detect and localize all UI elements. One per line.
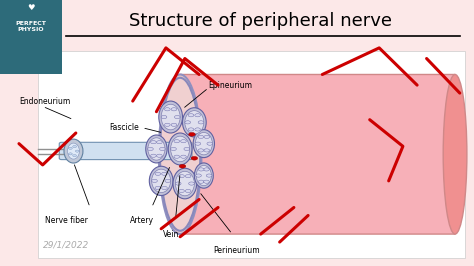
Circle shape <box>195 128 201 131</box>
Text: Artery: Artery <box>130 216 154 225</box>
Circle shape <box>179 189 184 193</box>
Ellipse shape <box>159 101 182 133</box>
Circle shape <box>174 155 180 158</box>
Circle shape <box>204 180 210 183</box>
Ellipse shape <box>168 133 192 165</box>
Ellipse shape <box>67 143 79 159</box>
Circle shape <box>69 147 73 149</box>
Text: ♥: ♥ <box>27 3 35 13</box>
Text: Fascicle: Fascicle <box>109 123 139 132</box>
Circle shape <box>191 156 198 160</box>
Circle shape <box>164 108 170 111</box>
Circle shape <box>198 149 204 152</box>
Circle shape <box>188 128 194 131</box>
Circle shape <box>155 172 161 175</box>
Text: 29/1/2022: 29/1/2022 <box>43 240 89 249</box>
Circle shape <box>174 140 180 143</box>
Ellipse shape <box>152 169 171 193</box>
Circle shape <box>175 182 181 185</box>
Circle shape <box>75 150 79 152</box>
Circle shape <box>179 174 184 178</box>
Circle shape <box>198 180 204 183</box>
Circle shape <box>189 132 195 136</box>
Circle shape <box>171 123 177 126</box>
Ellipse shape <box>173 168 197 199</box>
Circle shape <box>156 154 162 157</box>
Circle shape <box>151 141 156 144</box>
Text: Structure of peripheral nerve: Structure of peripheral nerve <box>129 12 392 30</box>
Text: Epineurium: Epineurium <box>209 81 253 90</box>
Ellipse shape <box>146 135 167 163</box>
Circle shape <box>73 146 76 148</box>
Circle shape <box>206 174 212 177</box>
Ellipse shape <box>196 165 211 186</box>
Circle shape <box>204 168 210 171</box>
Circle shape <box>196 174 201 177</box>
Circle shape <box>171 147 176 151</box>
Circle shape <box>164 123 170 126</box>
Circle shape <box>195 142 201 145</box>
Ellipse shape <box>193 130 214 157</box>
Circle shape <box>151 154 156 157</box>
Circle shape <box>185 174 191 178</box>
Circle shape <box>147 147 153 151</box>
FancyBboxPatch shape <box>59 142 192 160</box>
Text: Vein: Vein <box>163 230 179 239</box>
Ellipse shape <box>160 78 200 231</box>
Circle shape <box>162 172 167 175</box>
Circle shape <box>155 186 161 190</box>
Circle shape <box>198 121 204 124</box>
Ellipse shape <box>194 163 213 188</box>
Circle shape <box>204 135 210 139</box>
Text: Nerve fiber: Nerve fiber <box>45 216 88 225</box>
Circle shape <box>73 155 76 157</box>
FancyBboxPatch shape <box>0 0 62 74</box>
Circle shape <box>162 186 167 190</box>
Ellipse shape <box>195 132 212 155</box>
FancyBboxPatch shape <box>180 74 455 234</box>
Ellipse shape <box>185 111 204 134</box>
Circle shape <box>179 164 186 168</box>
Circle shape <box>181 155 186 158</box>
Circle shape <box>152 179 157 182</box>
FancyBboxPatch shape <box>38 51 465 258</box>
Circle shape <box>207 142 213 145</box>
Ellipse shape <box>64 139 83 163</box>
Ellipse shape <box>159 74 201 234</box>
Ellipse shape <box>149 166 173 196</box>
Text: Perineurium: Perineurium <box>214 246 260 255</box>
Circle shape <box>69 153 73 155</box>
Circle shape <box>174 115 180 119</box>
Circle shape <box>171 108 177 111</box>
Circle shape <box>195 114 201 117</box>
Circle shape <box>156 141 162 144</box>
Circle shape <box>198 168 204 171</box>
Circle shape <box>198 135 204 139</box>
Circle shape <box>160 147 165 151</box>
Circle shape <box>181 140 186 143</box>
Text: Endoneurium: Endoneurium <box>19 97 70 106</box>
Circle shape <box>161 115 167 119</box>
Ellipse shape <box>148 138 165 160</box>
Ellipse shape <box>443 74 467 234</box>
Ellipse shape <box>182 108 206 137</box>
Circle shape <box>185 121 191 124</box>
Circle shape <box>184 147 190 151</box>
Text: PERFECT
PHYSIO: PERFECT PHYSIO <box>15 21 46 32</box>
Ellipse shape <box>175 171 194 196</box>
Circle shape <box>189 182 194 185</box>
Ellipse shape <box>171 136 190 162</box>
Circle shape <box>165 179 171 182</box>
Circle shape <box>185 189 191 193</box>
Ellipse shape <box>161 104 180 130</box>
Circle shape <box>188 114 194 117</box>
Circle shape <box>204 149 210 152</box>
